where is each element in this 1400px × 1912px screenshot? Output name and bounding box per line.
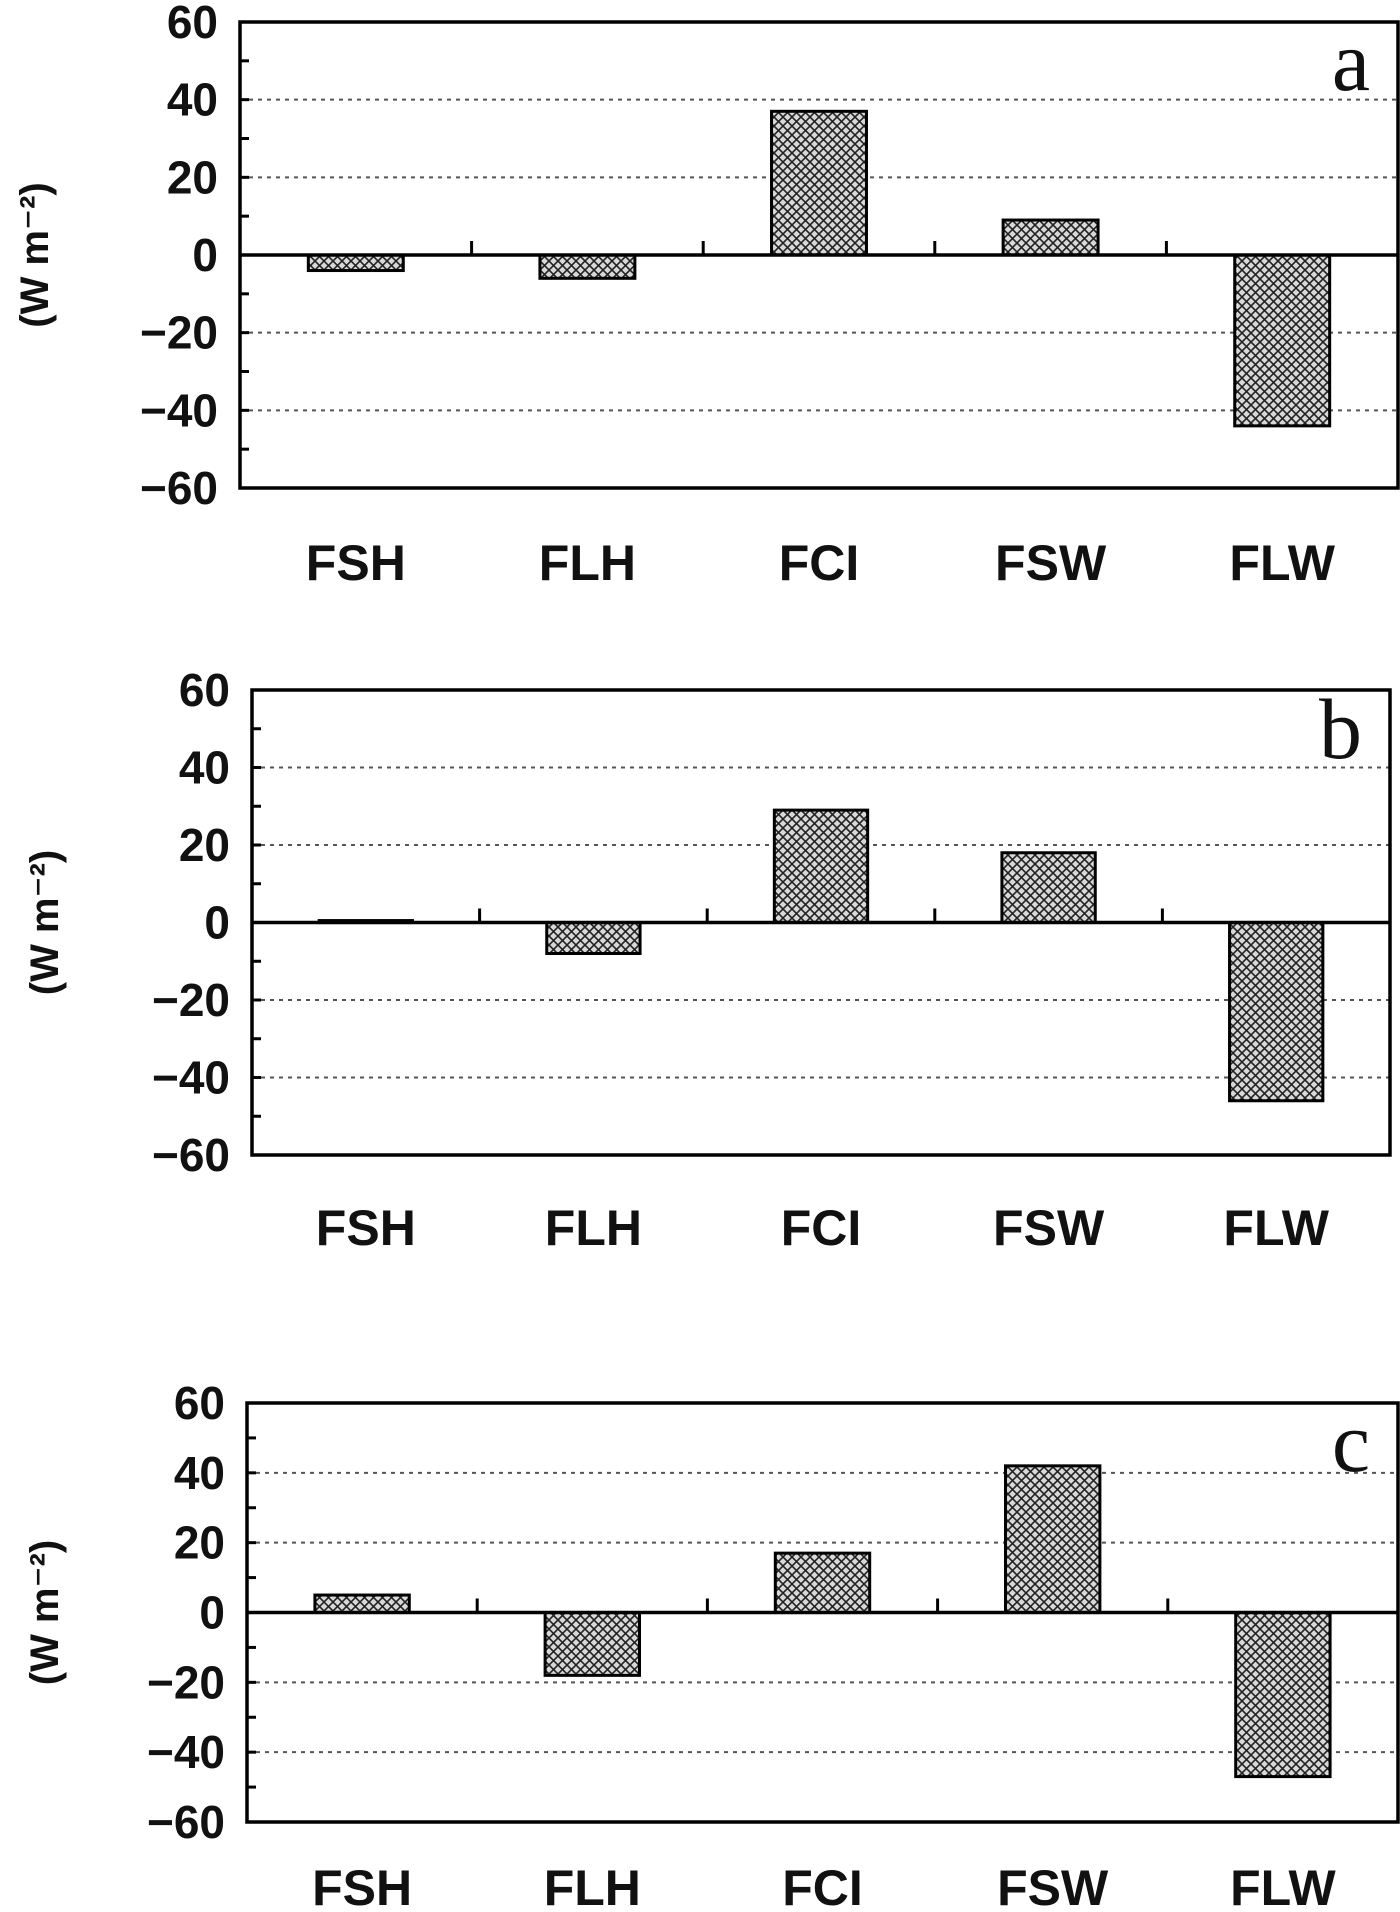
bar-flh bbox=[545, 921, 642, 955]
plot-frame bbox=[250, 688, 1392, 1157]
bar-flh bbox=[538, 253, 637, 280]
y-axis-label: (W m⁻²) bbox=[23, 1540, 67, 1686]
bar-fci bbox=[772, 808, 870, 924]
category-label-fsw: FSW bbox=[995, 535, 1107, 591]
panel-letter: a bbox=[1332, 13, 1370, 109]
bar-fsw bbox=[1001, 218, 1100, 257]
category-label-fci: FCI bbox=[782, 1860, 863, 1912]
y-tick-label: −40 bbox=[152, 1052, 230, 1104]
y-tick-label: −60 bbox=[140, 462, 218, 514]
category-label-fci: FCI bbox=[781, 1200, 862, 1256]
plot-frame bbox=[238, 20, 1400, 490]
y-tick-label: 0 bbox=[204, 897, 230, 949]
bar-fci bbox=[773, 1551, 872, 1615]
category-label-fci: FCI bbox=[779, 535, 860, 591]
panel-b: 60 40 20 0 −20 −40 −60 FSH FLH FCI FSW FLW (W m⁻²) b bbox=[23, 664, 1392, 1256]
y-tick-label: −60 bbox=[152, 1129, 230, 1181]
category-label-fsw: FSW bbox=[997, 1860, 1109, 1912]
category-label-flw: FLW bbox=[1230, 1860, 1336, 1912]
category-label-fsw: FSW bbox=[993, 1200, 1105, 1256]
y-axis-label: (W m⁻²) bbox=[23, 850, 67, 996]
bar-fsw bbox=[1004, 1464, 1102, 1614]
plot-frame bbox=[245, 1401, 1400, 1824]
y-tick-label: −20 bbox=[147, 1656, 225, 1708]
y-tick-label: 20 bbox=[167, 151, 218, 203]
category-label-flw: FLW bbox=[1223, 1200, 1329, 1256]
y-tick-label: 20 bbox=[179, 819, 230, 871]
y-tick-label: 0 bbox=[192, 229, 218, 281]
y-tick-label: 40 bbox=[174, 1447, 225, 1499]
panel-c: 60 40 20 0 −20 −40 −60 FSH FLH FCI FSW FLW (W m⁻²) c bbox=[23, 1377, 1400, 1912]
bar-flw bbox=[1234, 1611, 1332, 1779]
y-tick-label: 60 bbox=[179, 664, 230, 716]
y-tick-label: −60 bbox=[147, 1796, 225, 1848]
bar-fsw bbox=[1000, 851, 1097, 924]
panel-letter: b bbox=[1319, 681, 1362, 777]
y-tick-label: −40 bbox=[140, 384, 218, 436]
category-label-fsh: FSH bbox=[312, 1860, 412, 1912]
bar-fci bbox=[770, 109, 868, 257]
category-label-flw: FLW bbox=[1229, 535, 1335, 591]
bar-flh bbox=[543, 1611, 641, 1677]
category-label-flh: FLH bbox=[539, 535, 636, 591]
y-tick-label: 40 bbox=[167, 74, 218, 126]
category-label-flh: FLH bbox=[545, 1200, 642, 1256]
panel-letter: c bbox=[1332, 1394, 1370, 1490]
panel-a: 60 40 20 0 −20 −40 −60 FSH FLH FCI FSW FLW (W m⁻²) a bbox=[13, 0, 1400, 591]
bar-flw bbox=[1228, 921, 1325, 1103]
y-tick-label: 60 bbox=[174, 1377, 225, 1429]
y-tick-label: −40 bbox=[147, 1726, 225, 1778]
category-label-fsh: FSH bbox=[316, 1200, 416, 1256]
bar-flw bbox=[1233, 253, 1332, 428]
y-tick-label: 20 bbox=[174, 1517, 225, 1569]
category-label-fsh: FSH bbox=[306, 535, 406, 591]
y-tick-label: 60 bbox=[167, 0, 218, 48]
y-tick-label: −20 bbox=[140, 307, 218, 359]
category-label-flh: FLH bbox=[544, 1860, 641, 1912]
y-tick-label: 40 bbox=[179, 742, 230, 794]
y-tick-label: 0 bbox=[199, 1587, 225, 1639]
y-axis-label: (W m⁻²) bbox=[13, 182, 57, 328]
bar-fsh bbox=[313, 1593, 411, 1614]
y-tick-label: −20 bbox=[152, 974, 230, 1026]
bar-fsh bbox=[306, 253, 405, 273]
